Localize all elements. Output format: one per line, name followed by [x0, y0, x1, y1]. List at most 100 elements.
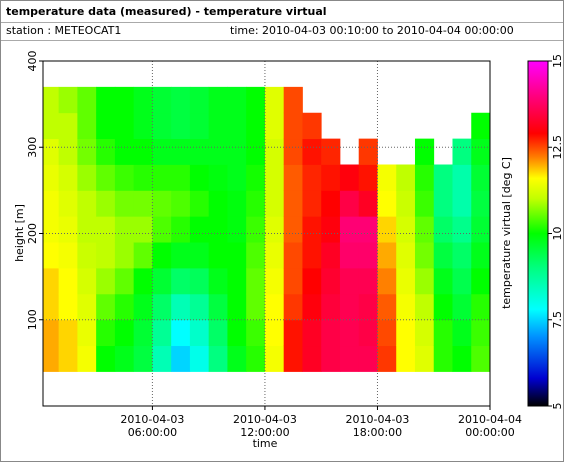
cell [114, 216, 135, 243]
cell [302, 293, 322, 321]
cell [377, 268, 397, 295]
colorbar [527, 60, 549, 407]
cell [77, 268, 97, 295]
cell [96, 190, 116, 217]
x-tick-label: 2010-04-03 12:00:00 [233, 413, 297, 439]
cell [433, 319, 453, 347]
cell [377, 164, 397, 191]
cell [358, 242, 378, 269]
cell [264, 293, 285, 321]
cell [189, 190, 210, 217]
cell [283, 138, 303, 165]
cell [208, 216, 228, 243]
cell [189, 345, 210, 372]
cell [43, 242, 60, 269]
cell [302, 345, 322, 372]
cell [152, 86, 172, 114]
cell [321, 190, 341, 217]
cell [189, 293, 210, 321]
cell [471, 164, 491, 191]
cell [246, 242, 266, 269]
x-tick-label: 2010-04-03 18:00:00 [345, 413, 409, 439]
cell [264, 319, 285, 347]
cell [283, 190, 303, 217]
cell [414, 268, 435, 295]
cell [377, 319, 397, 347]
cell [114, 190, 135, 217]
cell [321, 138, 341, 165]
cell [114, 112, 135, 140]
cell [208, 268, 228, 295]
colorbar-tick-label: 15 [551, 54, 564, 68]
cell [96, 293, 116, 321]
cell [283, 216, 303, 243]
cell [246, 86, 266, 114]
cell [227, 112, 247, 140]
cell [133, 268, 153, 295]
cell [152, 190, 172, 217]
cell [58, 112, 78, 140]
cell [96, 242, 116, 269]
y-tick-label: 400 [26, 51, 39, 72]
cell [114, 138, 135, 165]
cell [302, 112, 322, 140]
cell [114, 319, 135, 347]
cell [414, 345, 435, 372]
cell [433, 216, 453, 243]
cell [339, 293, 360, 321]
cell [414, 164, 435, 191]
cell [358, 319, 378, 347]
cell [396, 319, 416, 347]
cell [171, 112, 191, 140]
cell [189, 164, 210, 191]
cell [358, 216, 378, 243]
y-tick-label: 100 [26, 309, 39, 330]
cell [43, 293, 60, 321]
cell [189, 112, 210, 140]
cell [208, 345, 228, 372]
cell [43, 268, 60, 295]
cell [396, 242, 416, 269]
cell [283, 164, 303, 191]
cell [171, 345, 191, 372]
cell [114, 268, 135, 295]
cell [171, 190, 191, 217]
cell [58, 242, 78, 269]
cell [358, 138, 378, 165]
cell [396, 268, 416, 295]
cell [283, 242, 303, 269]
cell [433, 293, 453, 321]
cell [414, 138, 435, 165]
cell [96, 112, 116, 140]
cell [246, 293, 266, 321]
cell [414, 293, 435, 321]
cell [433, 190, 453, 217]
cell [114, 345, 135, 372]
cell [77, 242, 97, 269]
cell [43, 138, 60, 165]
cell [227, 138, 247, 165]
cell [246, 138, 266, 165]
cell [452, 345, 472, 372]
cell [77, 112, 97, 140]
cell [208, 190, 228, 217]
cell [43, 319, 60, 347]
cell [77, 319, 97, 347]
cell [452, 138, 472, 165]
cell [283, 293, 303, 321]
cell [471, 216, 491, 243]
cell [133, 112, 153, 140]
cell [471, 138, 491, 165]
cell [339, 216, 360, 243]
cell [321, 345, 341, 372]
cell [264, 216, 285, 243]
cell [302, 268, 322, 295]
cell [264, 242, 285, 269]
cell [133, 138, 153, 165]
plot-frame [42, 60, 491, 407]
cell [302, 319, 322, 347]
x-tick-label: 2010-04-03 06:00:00 [120, 413, 184, 439]
cell [171, 293, 191, 321]
cell [264, 345, 285, 372]
cell [208, 112, 228, 140]
